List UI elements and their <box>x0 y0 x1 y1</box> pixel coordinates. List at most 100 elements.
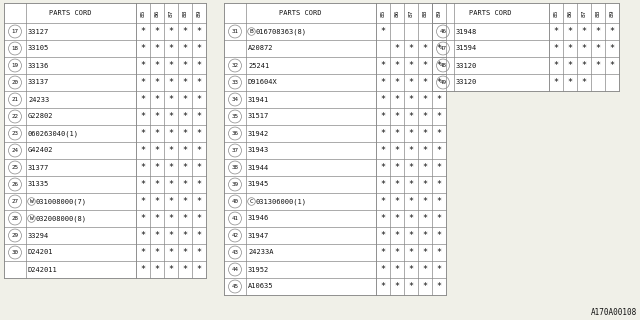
Text: 88: 88 <box>595 9 600 17</box>
Text: 33120: 33120 <box>456 79 477 85</box>
Text: *: * <box>381 197 385 206</box>
Text: *: * <box>168 248 173 257</box>
Text: 20: 20 <box>12 80 19 85</box>
Text: 23: 23 <box>12 131 19 136</box>
Text: *: * <box>141 231 145 240</box>
Text: *: * <box>554 44 559 53</box>
Text: 31947: 31947 <box>248 233 269 238</box>
Text: *: * <box>141 61 145 70</box>
Text: 32: 32 <box>232 63 239 68</box>
Text: 060263040(1): 060263040(1) <box>28 130 79 137</box>
Text: 31941: 31941 <box>248 97 269 102</box>
Text: 38: 38 <box>232 165 239 170</box>
Text: *: * <box>196 44 202 53</box>
Text: *: * <box>408 112 413 121</box>
Text: *: * <box>422 78 428 87</box>
Text: *: * <box>408 78 413 87</box>
Text: *: * <box>595 27 600 36</box>
Text: B: B <box>250 29 253 34</box>
Text: 27: 27 <box>12 199 19 204</box>
Text: *: * <box>196 27 202 36</box>
Text: *: * <box>394 197 399 206</box>
Text: *: * <box>381 95 385 104</box>
Text: 85: 85 <box>141 9 145 17</box>
Text: *: * <box>422 231 428 240</box>
Text: *: * <box>196 163 202 172</box>
Text: 24: 24 <box>12 148 19 153</box>
Text: *: * <box>394 265 399 274</box>
Text: *: * <box>568 44 573 53</box>
Text: *: * <box>168 214 173 223</box>
Text: *: * <box>422 44 428 53</box>
Text: *: * <box>196 248 202 257</box>
Text: *: * <box>408 231 413 240</box>
Text: 33137: 33137 <box>28 79 49 85</box>
Text: 49: 49 <box>440 80 447 85</box>
Text: *: * <box>168 197 173 206</box>
Text: *: * <box>394 129 399 138</box>
Text: *: * <box>568 61 573 70</box>
Text: *: * <box>582 78 586 87</box>
Text: 19: 19 <box>12 63 19 68</box>
Text: *: * <box>381 282 385 291</box>
Text: 26: 26 <box>12 182 19 187</box>
Text: *: * <box>381 27 385 36</box>
Text: *: * <box>182 248 188 257</box>
Text: *: * <box>394 61 399 70</box>
Text: *: * <box>196 146 202 155</box>
Text: *: * <box>168 163 173 172</box>
Text: *: * <box>381 146 385 155</box>
Text: 48: 48 <box>440 63 447 68</box>
Text: *: * <box>422 129 428 138</box>
Text: *: * <box>168 61 173 70</box>
Text: *: * <box>422 61 428 70</box>
Bar <box>432 3 619 91</box>
Text: *: * <box>408 282 413 291</box>
Text: *: * <box>196 95 202 104</box>
Text: *: * <box>182 27 188 36</box>
Text: *: * <box>168 44 173 53</box>
Text: 33136: 33136 <box>28 62 49 68</box>
Text: D91604X: D91604X <box>248 79 278 85</box>
Text: *: * <box>554 27 559 36</box>
Text: PARTS CORD: PARTS CORD <box>469 10 512 16</box>
Text: 87: 87 <box>408 9 413 17</box>
Text: 36: 36 <box>232 131 239 136</box>
Text: 31946: 31946 <box>248 215 269 221</box>
Text: *: * <box>394 214 399 223</box>
Text: *: * <box>381 248 385 257</box>
Text: 44: 44 <box>232 267 239 272</box>
Text: *: * <box>168 95 173 104</box>
Text: *: * <box>141 95 145 104</box>
Text: *: * <box>595 44 600 53</box>
Text: 87: 87 <box>168 9 173 17</box>
Text: 21: 21 <box>12 97 19 102</box>
Text: 031306000(1): 031306000(1) <box>256 198 307 205</box>
Text: 85: 85 <box>554 9 559 17</box>
Text: *: * <box>196 112 202 121</box>
Text: *: * <box>436 61 442 70</box>
Text: *: * <box>154 163 159 172</box>
Text: *: * <box>182 129 188 138</box>
Text: 41: 41 <box>232 216 239 221</box>
Text: 24233A: 24233A <box>248 250 273 255</box>
Text: *: * <box>141 197 145 206</box>
Text: D24201: D24201 <box>28 250 54 255</box>
Text: 17: 17 <box>12 29 19 34</box>
Text: *: * <box>436 197 442 206</box>
Text: 31377: 31377 <box>28 164 49 171</box>
Text: 032008000(8): 032008000(8) <box>36 215 87 222</box>
Text: *: * <box>381 231 385 240</box>
Text: 31945: 31945 <box>248 181 269 188</box>
Text: *: * <box>196 129 202 138</box>
Text: *: * <box>141 248 145 257</box>
Bar <box>224 3 446 295</box>
Text: *: * <box>582 44 586 53</box>
Text: *: * <box>182 61 188 70</box>
Text: 22: 22 <box>12 114 19 119</box>
Text: *: * <box>182 78 188 87</box>
Text: *: * <box>381 180 385 189</box>
Text: *: * <box>182 197 188 206</box>
Text: 88: 88 <box>182 9 188 17</box>
Text: *: * <box>168 146 173 155</box>
